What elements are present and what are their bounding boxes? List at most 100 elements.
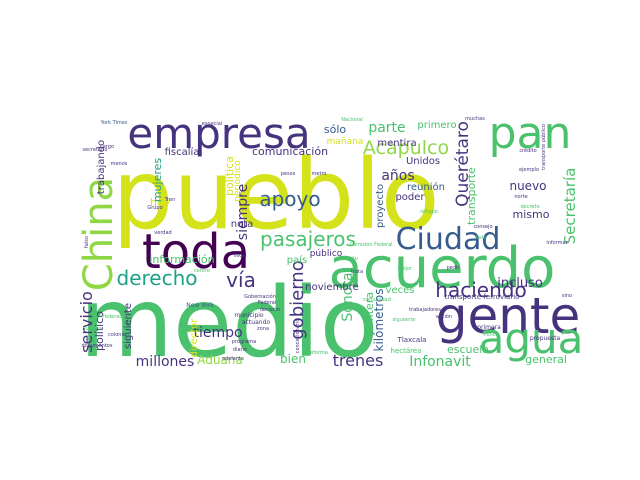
word-metro: metro: [312, 171, 327, 177]
word-actuando: actuando: [242, 319, 270, 326]
word-queretaro: Querétaro: [453, 121, 473, 207]
word-solo: sólo: [324, 123, 347, 136]
word-distrito: distrito: [340, 256, 358, 262]
word-manana: mañana: [327, 137, 364, 147]
word-nacional: Nacional: [341, 117, 363, 123]
word-propuesta: propuesta: [530, 335, 561, 342]
word-consejo: consejo: [473, 224, 492, 230]
word-grupo: Grupo: [147, 205, 162, 211]
word-escuela: escuela: [447, 343, 489, 356]
word-mismo: mismo: [513, 208, 550, 221]
word-tren: Tren: [164, 197, 176, 203]
word-mejor: mejor: [398, 266, 413, 272]
word-anos: años: [381, 168, 414, 184]
word-publico: público: [310, 249, 343, 259]
word-mentira: mentira: [377, 138, 416, 149]
word-unidos: Unidos: [406, 156, 440, 167]
word-nota: nota: [231, 219, 254, 230]
word-programa: programa: [232, 339, 256, 345]
word-centro: centro: [194, 268, 210, 274]
word-siguiente: siguiente: [392, 317, 415, 323]
word-hectarea: hectárea: [391, 347, 422, 355]
word-informar: informar: [546, 240, 568, 246]
word-decision: decisión: [260, 306, 281, 313]
word-falso: falso: [84, 236, 90, 248]
word-norte: norte: [514, 194, 527, 200]
word-pais: país: [287, 254, 307, 266]
word-hoy: hoy: [150, 196, 171, 209]
word-incluso: incluso: [497, 276, 543, 291]
word-tiempo: tiempo: [193, 325, 242, 341]
word-agua: agua: [479, 314, 584, 363]
word-bien: bien: [280, 352, 306, 366]
word-medio: medio: [80, 267, 379, 379]
word-empresa: empresa: [127, 109, 310, 158]
word-lado: lado: [476, 235, 487, 241]
word-acapulco: Acapulco: [363, 137, 449, 159]
word-refugio: refugio: [420, 209, 438, 215]
word-zona: zona: [257, 326, 269, 332]
word-politico: político: [93, 311, 106, 351]
word-york-times: York Times: [100, 120, 128, 126]
word-trabajadores: trabajadores: [409, 307, 441, 313]
word-trabajando: trabajando: [96, 140, 107, 194]
word-nunca: nunca: [483, 332, 498, 338]
word-derecho: derecho: [117, 266, 198, 290]
word-secretario: secretario: [83, 147, 108, 153]
word-transporte: transporte: [465, 167, 478, 225]
word-decreto: decreto: [520, 204, 539, 210]
word-primero: primero: [417, 120, 456, 131]
word-pasajeros: pasajeros: [260, 227, 356, 251]
word-via: vía: [226, 268, 256, 292]
word-muchas: muchas: [465, 116, 485, 122]
word-especial: especial: [202, 121, 223, 127]
word-justicia: justicia: [83, 326, 102, 332]
word-frontera: frontera: [363, 292, 376, 336]
word-primera: primera: [477, 324, 501, 331]
word-acuerdo: acuerdo: [329, 236, 556, 301]
word-accion: acción: [436, 313, 452, 320]
word-mujeres: mujeres: [151, 158, 164, 203]
word-veces: veces: [386, 285, 415, 296]
word-comision-federal: Comisión Federal: [349, 241, 392, 248]
word-haciendo: haciendo: [435, 278, 526, 302]
word-gobernacion: Gobernación: [244, 293, 276, 300]
word-cargo: cargo: [100, 144, 114, 150]
word-pedir: pedir: [447, 265, 461, 271]
word-fiscal: fiscal: [234, 253, 247, 259]
word-proyecto: proyecto: [375, 184, 386, 228]
word-secretaria: Secretaría: [561, 168, 579, 245]
word-diario: diario: [233, 347, 247, 353]
word-colonia: colonia: [108, 332, 126, 338]
word-pesos: pesos: [281, 171, 296, 177]
word-reforma: reforma: [308, 350, 328, 356]
word-poder: poder: [395, 192, 425, 203]
word-periodico: periódico: [232, 160, 243, 202]
word-transporte-publico: transporte público: [540, 124, 547, 170]
word-verdad: verdad: [154, 230, 171, 236]
word-comunidad: comunidad: [363, 297, 391, 303]
word-trata: trata: [351, 269, 363, 275]
word-politica: política: [223, 156, 236, 196]
word-servicio: servicio: [77, 291, 96, 353]
word-adelante: adelante: [222, 356, 244, 362]
word-ciudad: Ciudad: [396, 222, 501, 257]
word-tlaxcala: Tlaxcala: [397, 336, 427, 344]
word-sino: sino: [562, 293, 572, 299]
word-gente: gente: [436, 287, 581, 345]
word-china: China: [76, 177, 122, 291]
word-noviembre: noviembre: [305, 282, 358, 293]
word-siempre: siempre: [235, 184, 251, 240]
word-menos: menos: [111, 161, 128, 167]
word-concesionario: concesionario: [295, 319, 301, 354]
word-comunicacion: comunicación: [252, 145, 328, 158]
word-millones: millones: [136, 354, 195, 370]
word-credito: crédito: [519, 147, 536, 154]
word-ejemplo: ejemplo: [519, 167, 539, 173]
word-siguiente: siguiente: [123, 303, 134, 349]
word-transporte-ferroviario: transporte ferroviario: [445, 293, 520, 301]
word-federal: Federal: [258, 300, 276, 306]
word-documentos: documentos: [82, 343, 113, 349]
word-parte: parte: [368, 120, 405, 136]
